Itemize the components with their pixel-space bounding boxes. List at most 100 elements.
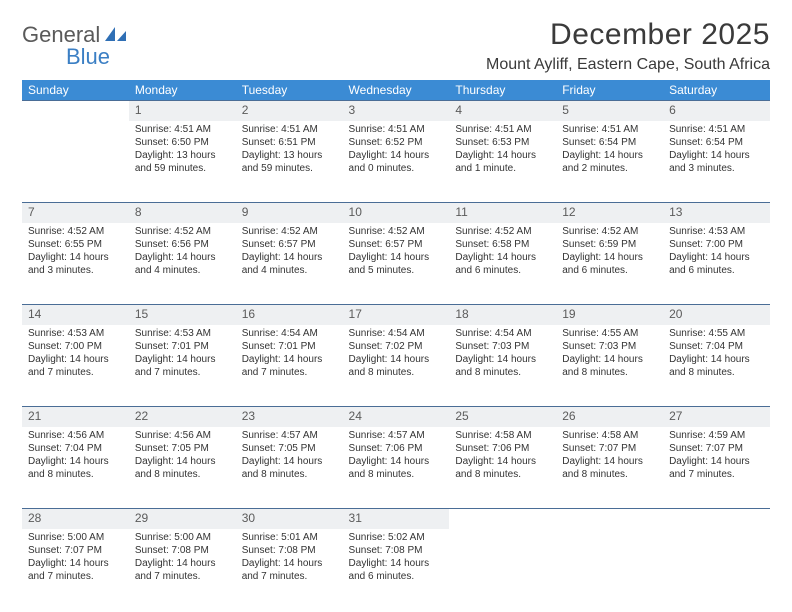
day-number-cell [22, 101, 129, 121]
header: GeneralBlue December 2025 Mount Ayliff, … [22, 18, 770, 74]
location-subtitle: Mount Ayliff, Eastern Cape, South Africa [486, 56, 770, 74]
weekday-header: Thursday [449, 80, 556, 101]
sunrise-text: Sunrise: 4:54 AM [349, 327, 444, 340]
daylight-text: Daylight: 13 hours and 59 minutes. [135, 149, 230, 175]
sunrise-text: Sunrise: 4:51 AM [669, 123, 764, 136]
sunrise-text: Sunrise: 4:54 AM [455, 327, 550, 340]
daylight-text: Daylight: 14 hours and 7 minutes. [28, 557, 123, 583]
day-number-cell: 1 [129, 101, 236, 121]
calendar-table: SundayMondayTuesdayWednesdayThursdayFrid… [22, 80, 770, 611]
day-content-cell: Sunrise: 4:51 AMSunset: 6:54 PMDaylight:… [663, 121, 770, 203]
day-content-cell: Sunrise: 4:53 AMSunset: 7:01 PMDaylight:… [129, 325, 236, 407]
day-number-cell: 25 [449, 407, 556, 427]
day-number-cell: 4 [449, 101, 556, 121]
day-number-cell: 7 [22, 203, 129, 223]
sunset-text: Sunset: 7:07 PM [28, 544, 123, 557]
day-number-cell [663, 509, 770, 529]
sunset-text: Sunset: 7:08 PM [135, 544, 230, 557]
day-content-cell: Sunrise: 4:52 AMSunset: 6:57 PMDaylight:… [236, 223, 343, 305]
sail-icon [104, 24, 128, 46]
sunset-text: Sunset: 7:03 PM [455, 340, 550, 353]
day-number-cell: 30 [236, 509, 343, 529]
day-content-cell: Sunrise: 5:02 AMSunset: 7:08 PMDaylight:… [343, 529, 450, 611]
day-content-cell: Sunrise: 4:58 AMSunset: 7:07 PMDaylight:… [556, 427, 663, 509]
logo-text-general: General [22, 24, 100, 46]
day-number-cell: 26 [556, 407, 663, 427]
sunrise-text: Sunrise: 4:52 AM [135, 225, 230, 238]
day-number-cell: 6 [663, 101, 770, 121]
logo-text-blue: Blue [66, 44, 110, 69]
daylight-text: Daylight: 14 hours and 7 minutes. [135, 353, 230, 379]
sunrise-text: Sunrise: 4:55 AM [562, 327, 657, 340]
sunrise-text: Sunrise: 4:53 AM [135, 327, 230, 340]
sunset-text: Sunset: 7:04 PM [669, 340, 764, 353]
day-number-cell: 3 [343, 101, 450, 121]
daylight-text: Daylight: 14 hours and 7 minutes. [242, 557, 337, 583]
day-content-cell: Sunrise: 4:59 AMSunset: 7:07 PMDaylight:… [663, 427, 770, 509]
daylight-text: Daylight: 14 hours and 8 minutes. [135, 455, 230, 481]
day-content-cell: Sunrise: 4:52 AMSunset: 6:55 PMDaylight:… [22, 223, 129, 305]
day-number-cell: 24 [343, 407, 450, 427]
day-number-cell: 11 [449, 203, 556, 223]
day-content-cell: Sunrise: 5:01 AMSunset: 7:08 PMDaylight:… [236, 529, 343, 611]
sunrise-text: Sunrise: 4:58 AM [562, 429, 657, 442]
sunrise-text: Sunrise: 4:59 AM [669, 429, 764, 442]
sunrise-text: Sunrise: 4:51 AM [455, 123, 550, 136]
sunrise-text: Sunrise: 5:00 AM [135, 531, 230, 544]
sunset-text: Sunset: 6:57 PM [349, 238, 444, 251]
daylight-text: Daylight: 14 hours and 1 minute. [455, 149, 550, 175]
day-content-cell: Sunrise: 4:51 AMSunset: 6:53 PMDaylight:… [449, 121, 556, 203]
weekday-header: Tuesday [236, 80, 343, 101]
weekday-header: Monday [129, 80, 236, 101]
day-number-cell: 20 [663, 305, 770, 325]
sunset-text: Sunset: 6:59 PM [562, 238, 657, 251]
day-content-cell [449, 529, 556, 611]
sunset-text: Sunset: 6:55 PM [28, 238, 123, 251]
sunset-text: Sunset: 7:05 PM [242, 442, 337, 455]
content-row: Sunrise: 5:00 AMSunset: 7:07 PMDaylight:… [22, 529, 770, 611]
content-row: Sunrise: 4:52 AMSunset: 6:55 PMDaylight:… [22, 223, 770, 305]
day-number-cell: 13 [663, 203, 770, 223]
daynum-row: 14151617181920 [22, 305, 770, 325]
day-content-cell: Sunrise: 4:58 AMSunset: 7:06 PMDaylight:… [449, 427, 556, 509]
day-content-cell [22, 121, 129, 203]
day-number-cell: 2 [236, 101, 343, 121]
sunrise-text: Sunrise: 5:00 AM [28, 531, 123, 544]
daylight-text: Daylight: 14 hours and 7 minutes. [28, 353, 123, 379]
day-number-cell: 9 [236, 203, 343, 223]
daynum-row: 123456 [22, 101, 770, 121]
day-content-cell: Sunrise: 4:51 AMSunset: 6:52 PMDaylight:… [343, 121, 450, 203]
day-content-cell: Sunrise: 4:55 AMSunset: 7:03 PMDaylight:… [556, 325, 663, 407]
sunrise-text: Sunrise: 4:54 AM [242, 327, 337, 340]
daylight-text: Daylight: 14 hours and 3 minutes. [28, 251, 123, 277]
page-title: December 2025 [486, 18, 770, 52]
day-content-cell: Sunrise: 4:51 AMSunset: 6:54 PMDaylight:… [556, 121, 663, 203]
sunrise-text: Sunrise: 5:01 AM [242, 531, 337, 544]
sunrise-text: Sunrise: 4:53 AM [28, 327, 123, 340]
weekday-header: Sunday [22, 80, 129, 101]
sunset-text: Sunset: 7:03 PM [562, 340, 657, 353]
sunrise-text: Sunrise: 4:56 AM [135, 429, 230, 442]
daylight-text: Daylight: 14 hours and 8 minutes. [455, 455, 550, 481]
sunset-text: Sunset: 6:51 PM [242, 136, 337, 149]
sunrise-text: Sunrise: 4:57 AM [349, 429, 444, 442]
daylight-text: Daylight: 14 hours and 3 minutes. [669, 149, 764, 175]
sunrise-text: Sunrise: 4:52 AM [349, 225, 444, 238]
day-number-cell: 19 [556, 305, 663, 325]
day-content-cell: Sunrise: 4:57 AMSunset: 7:05 PMDaylight:… [236, 427, 343, 509]
daylight-text: Daylight: 14 hours and 4 minutes. [242, 251, 337, 277]
day-content-cell: Sunrise: 4:57 AMSunset: 7:06 PMDaylight:… [343, 427, 450, 509]
day-content-cell: Sunrise: 4:55 AMSunset: 7:04 PMDaylight:… [663, 325, 770, 407]
day-number-cell: 15 [129, 305, 236, 325]
sunset-text: Sunset: 7:02 PM [349, 340, 444, 353]
sunset-text: Sunset: 7:07 PM [669, 442, 764, 455]
daylight-text: Daylight: 14 hours and 0 minutes. [349, 149, 444, 175]
sunset-text: Sunset: 6:58 PM [455, 238, 550, 251]
day-content-cell: Sunrise: 5:00 AMSunset: 7:07 PMDaylight:… [22, 529, 129, 611]
sunrise-text: Sunrise: 4:52 AM [455, 225, 550, 238]
logo: GeneralBlue [22, 24, 128, 68]
day-number-cell: 10 [343, 203, 450, 223]
weekday-header: Friday [556, 80, 663, 101]
day-number-cell: 27 [663, 407, 770, 427]
day-content-cell: Sunrise: 4:56 AMSunset: 7:05 PMDaylight:… [129, 427, 236, 509]
